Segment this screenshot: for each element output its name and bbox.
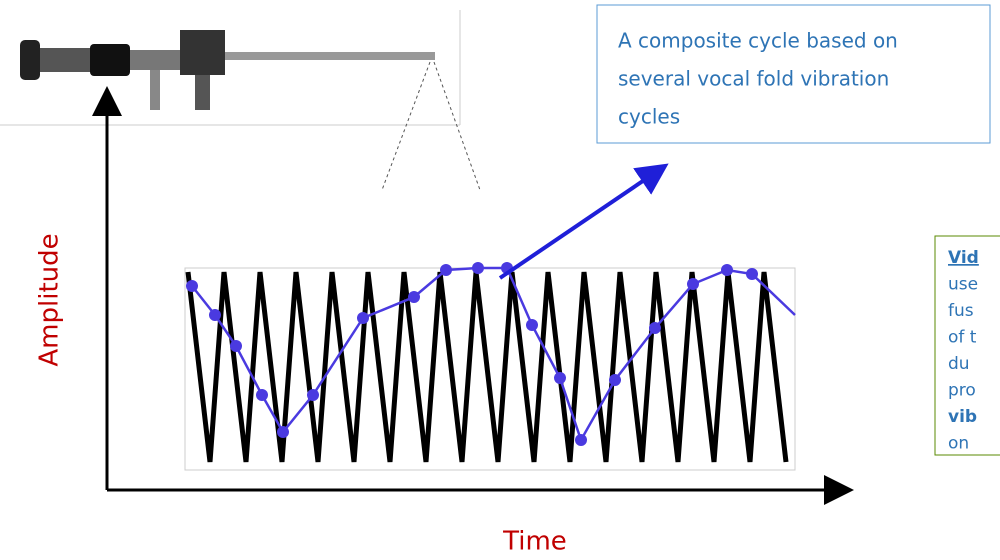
side-note-line: use [948, 275, 978, 295]
composite-point [186, 280, 198, 292]
y-axis-label: Amplitude [35, 233, 65, 366]
composite-point [721, 264, 733, 276]
side-note-line: pro [948, 381, 976, 401]
composite-point [408, 291, 420, 303]
callout-line: cycles [618, 105, 680, 129]
callout-arrow [498, 163, 669, 280]
composite-point [357, 312, 369, 324]
side-note-line: fus [948, 301, 974, 321]
composite-point [649, 322, 661, 334]
callout-line: A composite cycle based on [618, 29, 898, 53]
callout-box [596, 4, 991, 144]
side-note-box [934, 235, 1000, 456]
composite-point [307, 389, 319, 401]
composite-point [746, 268, 758, 280]
side-note-line: vib [948, 407, 977, 427]
composite-cycle [191, 266, 796, 444]
composite-point [526, 319, 538, 331]
composite-point [256, 389, 268, 401]
composite-point [440, 264, 452, 276]
composite-point [472, 262, 484, 274]
composite-point [230, 340, 242, 352]
composite-point [575, 434, 587, 446]
vibration-waveform [185, 271, 789, 463]
composite-point [209, 309, 221, 321]
side-note-line: du [948, 354, 970, 374]
composite-points [186, 262, 758, 446]
side-note-line: of t [948, 328, 977, 348]
endoscope [0, 10, 481, 191]
callout-line: several vocal fold vibration [618, 67, 889, 91]
side-note-line: on [948, 434, 969, 454]
x-axis-label: Time [502, 527, 567, 557]
side-note-line: Vid [948, 248, 979, 268]
composite-point [277, 426, 289, 438]
composite-point [687, 278, 699, 290]
composite-point [609, 374, 621, 386]
composite-point [554, 372, 566, 384]
